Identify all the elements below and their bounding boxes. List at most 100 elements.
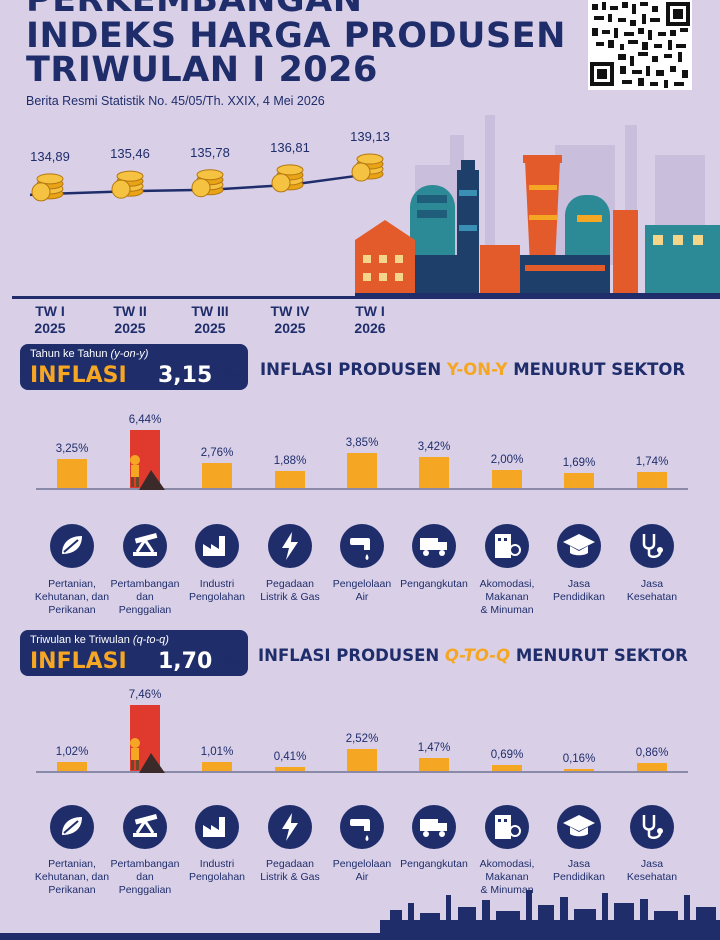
- factory-icon: [195, 805, 239, 849]
- coin-front: [271, 173, 291, 193]
- period-label-line: 2025: [34, 320, 66, 336]
- period-label-line: 2025: [114, 320, 146, 336]
- sector-name-line: Listrik & Gas: [260, 591, 320, 603]
- qtq-bar-value-label: 0,16%: [562, 753, 596, 765]
- yoy-bar-value-label: 2,76%: [200, 447, 234, 460]
- trend-line-svg: [29, 153, 384, 202]
- sector-name-line: & Minuman: [480, 604, 534, 616]
- coin-layer: [276, 164, 304, 176]
- sector-name-line: Perikanan: [48, 884, 96, 896]
- timeline-baseline: [12, 296, 720, 299]
- yoy-sector-name: Pegadaan Listrik & Gas: [245, 578, 335, 604]
- water-tap-icon: [340, 805, 384, 849]
- sector-name-line: Pendidikan: [553, 591, 605, 603]
- hotel-dining-icon-glyph: [495, 534, 521, 558]
- yoy-bar: [57, 458, 87, 488]
- yoy-inflation-word: INFLASI: [30, 363, 127, 388]
- qtq-bar: [275, 767, 305, 771]
- qtq-bar: [492, 764, 522, 771]
- title-line-2: INDEKS HARGA PRODUSEN: [26, 16, 566, 56]
- period-label-line: TW III: [191, 303, 229, 319]
- sector-name-line: Kesehatan: [626, 871, 678, 883]
- yoy-bar-value-label: 6,44%: [128, 414, 162, 426]
- qtq-inflation-unit: %: [226, 655, 241, 672]
- trend-point-coins: [31, 173, 64, 202]
- sector-name-line: Air: [355, 871, 369, 883]
- electric-gas-icon: [268, 805, 312, 849]
- qtq-sector-name: Pengelolaan Air: [317, 858, 407, 884]
- yoy-bar: [637, 472, 667, 488]
- sector-name-line: Pengelolaan: [332, 578, 392, 590]
- trend-value-label: 135,78: [190, 144, 230, 160]
- yoy-sector-name: Jasa Kesehatan: [607, 578, 697, 604]
- electric-gas-icon-glyph: [282, 532, 298, 560]
- coin-front: [31, 182, 51, 202]
- qtq-sector-name: Pertambangan dan Penggalian: [100, 858, 190, 897]
- sector-name-line: Pertanian,: [48, 578, 96, 590]
- yoy-bar: [275, 471, 305, 488]
- footer-bar: [0, 933, 720, 940]
- period-label-line: TW IV: [270, 303, 310, 319]
- qr-code[interactable]: [588, 0, 692, 90]
- period-label-line: TW I: [35, 303, 65, 319]
- coin-layer: [116, 170, 144, 182]
- truck-icon-glyph: [420, 538, 447, 556]
- qtq-bar-value-label: 2,52%: [345, 732, 379, 745]
- yoy-sector-name: Pengelolaan Air: [317, 578, 407, 604]
- hotel-dining-icon: [485, 805, 529, 849]
- qtq-sector-name: Pengangkutan: [389, 858, 479, 871]
- period-label: TW II 2025: [90, 303, 170, 337]
- water-tap-icon-glyph: [350, 819, 370, 841]
- qtq-bar-value-label: 0,69%: [490, 748, 524, 761]
- graduation-cap-icon: [557, 805, 601, 849]
- sector-name-line: Industri: [199, 578, 235, 590]
- qtq-bar: [57, 761, 87, 771]
- sector-name-line: Pengangkutan: [400, 578, 468, 590]
- sector-name-line: dan: [136, 591, 154, 603]
- yoy-sector-name: Jasa Pendidikan: [534, 578, 624, 604]
- qtq-bar: [202, 762, 232, 771]
- qtq-caption: Triwulan ke Triwulan (q-to-q): [30, 634, 169, 646]
- qtq-bar-value-label: 1,01%: [200, 746, 234, 759]
- yoy-bar: [492, 469, 522, 488]
- yoy-bar: [347, 453, 377, 488]
- stethoscope-icon-glyph: [642, 534, 663, 558]
- yoy-title-pre: INFLASI PRODUSEN: [260, 360, 447, 379]
- sector-name-line: Akomodasi,: [479, 858, 535, 870]
- coin-front: [111, 179, 131, 199]
- period-label-line: TW II: [113, 303, 147, 319]
- sector-name-line: Pengelolaan: [332, 858, 392, 870]
- leaf-icon: [50, 805, 94, 849]
- yoy-bar-value-label: 3,42%: [417, 441, 451, 454]
- graduation-cap-icon-glyph: [563, 534, 595, 556]
- sector-name-line: Akomodasi,: [479, 578, 535, 590]
- yoy-caption-italic: (y-on-y): [110, 348, 149, 360]
- yoy-sector-name: Industri Pengolahan: [172, 578, 262, 604]
- sector-name-line: Pendidikan: [553, 871, 605, 883]
- yoy-caption: Tahun ke Tahun (y-on-y): [30, 348, 148, 360]
- qr-code-icon: [588, 0, 692, 90]
- qtq-inflation-value: 1,70: [158, 649, 213, 674]
- period-label-line: 2025: [274, 320, 306, 336]
- sector-name-line: Pengolahan: [188, 591, 246, 603]
- yoy-inflation-unit: %: [226, 368, 241, 385]
- oil-pump-icon: [123, 805, 167, 849]
- period-label-line: TW I: [355, 303, 385, 319]
- stethoscope-icon-glyph: [642, 815, 663, 839]
- graduation-cap-icon-glyph: [563, 815, 595, 837]
- hotel-dining-icon: [485, 524, 529, 568]
- yoy-bar-value-label: 1,74%: [635, 456, 669, 469]
- stethoscope-icon: [630, 805, 674, 849]
- yoy-title-highlight: Y-ON-Y: [446, 360, 508, 379]
- yoy-axis-line: [36, 488, 688, 490]
- period-label: TW I 2025: [10, 303, 90, 337]
- title-line-1: PERKEMBANGAN: [26, 0, 363, 20]
- qtq-bar: [419, 757, 449, 771]
- sector-name-line: Pertanian,: [48, 858, 96, 870]
- sector-name-line: Makanan: [485, 871, 529, 883]
- trend-value-label: 135,46: [110, 146, 150, 162]
- yoy-bar-value-label: 1,69%: [562, 456, 596, 469]
- qtq-sector-name: Akomodasi, Makanan & Minuman: [462, 858, 552, 897]
- stethoscope-icon: [630, 524, 674, 568]
- yoy-caption-plain: Tahun ke Tahun: [30, 348, 111, 360]
